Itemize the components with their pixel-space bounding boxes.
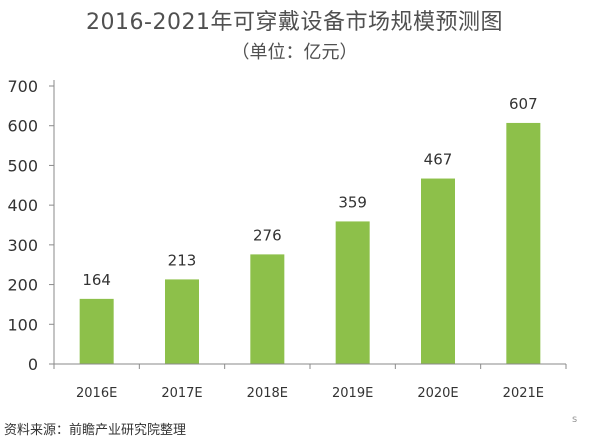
y-tick-label: 600: [7, 117, 38, 136]
y-axis-ticks: 0 100 200 300 400 500 600 700: [7, 77, 38, 374]
chart-subtitle: （单位：亿元）: [231, 42, 358, 63]
bar-2019E: [335, 221, 370, 364]
y-tick-label: 300: [7, 236, 38, 255]
bars: [79, 122, 541, 364]
x-tick-label: 2018E: [247, 386, 288, 401]
y-tick-label: 200: [7, 276, 38, 295]
y-tick-label: 500: [7, 156, 38, 175]
y-tick-label: 0: [28, 355, 38, 374]
x-tick-label: 2019E: [332, 386, 373, 401]
source-note: 资料来源：前瞻产业研究院整理: [4, 423, 187, 438]
data-label-2021E: 607: [509, 95, 538, 113]
bar-2020E: [421, 178, 455, 364]
y-tick-label: 400: [7, 196, 38, 215]
data-label-2017E: 213: [168, 251, 197, 269]
x-tick-label: 2021E: [503, 386, 544, 401]
bar-2021E: [506, 122, 541, 364]
x-tick-label: 2020E: [417, 386, 458, 401]
x-tick-label: 2016E: [76, 386, 117, 401]
y-tick-label: 100: [7, 315, 38, 334]
data-label-2018E: 276: [253, 226, 282, 244]
x-axis-ticks: 2016E 2017E 2018E 2019E 2020E 2021E: [76, 386, 544, 401]
chart-title: 2016-2021年可穿戴设备市场规模预测图: [86, 10, 503, 35]
edge-mark: s: [572, 414, 578, 425]
data-labels: 164 213 276 359 467 607: [82, 95, 537, 289]
y-tick-label: 700: [7, 77, 38, 96]
axes: [49, 80, 567, 369]
data-label-2016E: 164: [82, 271, 111, 289]
bar-2018E: [250, 254, 285, 364]
data-label-2020E: 467: [424, 151, 453, 169]
bar-2017E: [165, 279, 199, 364]
bar-2016E: [79, 298, 114, 364]
x-tick-label: 2017E: [161, 386, 202, 401]
data-label-2019E: 359: [338, 193, 367, 211]
